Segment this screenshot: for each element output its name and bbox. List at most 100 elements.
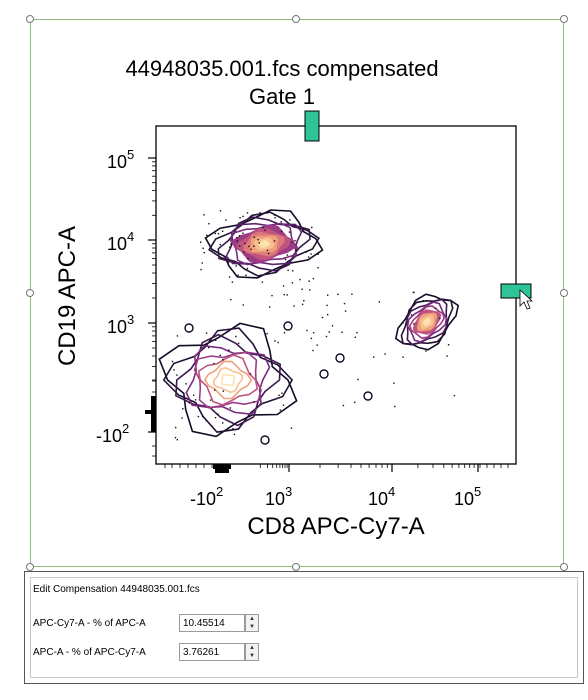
spin-up-icon[interactable]: ▲ [249, 616, 255, 622]
x-rug-mark [213, 464, 231, 469]
event-dot [239, 217, 241, 219]
resize-handle-bottom-right[interactable] [560, 563, 568, 571]
event-dot [222, 422, 224, 424]
event-dot [301, 303, 304, 306]
y-tick-labels: -102 103 104 105 [96, 147, 134, 446]
event-dot [274, 340, 276, 342]
compensation-row-label: APC-Cy7-A - % of APC-A [33, 618, 146, 629]
compensation-value-input[interactable]: 10.45514 [179, 614, 245, 632]
y-rug-mark-left [145, 410, 151, 414]
event-dot [222, 390, 224, 392]
event-dot [273, 214, 276, 216]
event-dot [236, 240, 238, 242]
contour-island [260, 435, 270, 445]
event-dot [176, 335, 179, 337]
event-dot [354, 336, 356, 338]
contour-line [162, 327, 294, 433]
event-dot [312, 332, 315, 334]
event-dot [197, 415, 200, 418]
event-dot [343, 302, 346, 305]
compensation-handle-x[interactable] [304, 110, 320, 142]
event-dot [312, 349, 314, 352]
event-dot [182, 408, 184, 410]
event-dot [402, 322, 404, 324]
event-dot [229, 246, 231, 248]
event-dot [203, 214, 205, 216]
event-dot [219, 210, 222, 212]
event-dot [299, 278, 301, 281]
resize-handle-top-right[interactable] [560, 15, 568, 23]
event-dot [293, 305, 295, 307]
event-dot [412, 291, 415, 294]
contour-island [335, 353, 345, 363]
event-dot [394, 405, 396, 408]
event-dot [354, 401, 356, 403]
event-dot [274, 217, 276, 219]
resize-handle-top-middle[interactable] [292, 15, 300, 23]
event-dot [288, 231, 291, 233]
event-dot [230, 244, 233, 247]
event-dot [310, 253, 312, 255]
contour-line [197, 354, 259, 406]
event-dot [175, 426, 177, 429]
event-dot [317, 267, 319, 269]
event-dot [312, 277, 315, 280]
event-dot [219, 243, 221, 246]
contour-island [283, 321, 293, 331]
event-dot [214, 417, 217, 419]
event-dot [253, 236, 256, 238]
contour-line [158, 322, 298, 438]
compensation-spinner[interactable]: ▲ ▼ [245, 614, 259, 632]
spin-down-icon[interactable]: ▼ [249, 653, 255, 659]
compensation-value-input[interactable]: 3.76261 [179, 643, 245, 661]
event-dot [331, 325, 334, 327]
event-dot [289, 219, 291, 221]
event-dot [327, 314, 329, 316]
event-dot [217, 413, 219, 415]
event-dot [244, 242, 246, 245]
resize-handle-bottom-left[interactable] [26, 563, 34, 571]
resize-handle-bottom-middle[interactable] [292, 563, 300, 571]
event-dot [213, 362, 215, 365]
event-dot [282, 404, 285, 406]
event-dot [261, 281, 264, 283]
outlier-dots [171, 210, 456, 441]
contour-island [319, 369, 329, 379]
event-dot [202, 415, 204, 418]
event-dot [410, 314, 413, 316]
event-dot [283, 294, 285, 296]
compensation-row-apc-cy7: APC-Cy7-A - % of APC-A 10.45514 ▲ ▼ [33, 614, 333, 634]
event-dot [238, 235, 241, 237]
contour-island [184, 323, 194, 333]
event-dot [292, 270, 294, 272]
event-dot [425, 350, 427, 352]
y-axis-ticks [148, 157, 156, 457]
event-dot [301, 288, 303, 290]
resize-handle-top-left[interactable] [26, 15, 34, 23]
event-dot [286, 294, 288, 296]
event-dot [245, 274, 247, 276]
event-dot [237, 342, 240, 345]
spin-down-icon[interactable]: ▼ [249, 624, 255, 630]
event-dot [193, 394, 195, 396]
contour-plot: 44948035.001.fcs compensated Gate 1 -102… [54, 56, 534, 540]
contour-line [208, 211, 320, 277]
event-dot [259, 212, 261, 214]
event-dot [206, 234, 208, 236]
event-dot [246, 212, 249, 214]
event-dot [219, 354, 221, 357]
event-dot [208, 223, 210, 225]
event-dot [205, 332, 208, 334]
resize-handle-middle-right[interactable] [560, 289, 568, 297]
event-dot [174, 437, 177, 439]
event-dot [232, 428, 234, 430]
contour-line [212, 366, 244, 394]
resize-handle-middle-left[interactable] [26, 289, 34, 297]
spin-up-icon[interactable]: ▲ [249, 645, 255, 651]
event-dot [209, 399, 212, 401]
event-dot [327, 294, 329, 296]
event-dot [295, 250, 297, 252]
event-dot [253, 276, 255, 279]
event-dot [277, 341, 279, 344]
compensation-spinner[interactable]: ▲ ▼ [245, 643, 259, 661]
